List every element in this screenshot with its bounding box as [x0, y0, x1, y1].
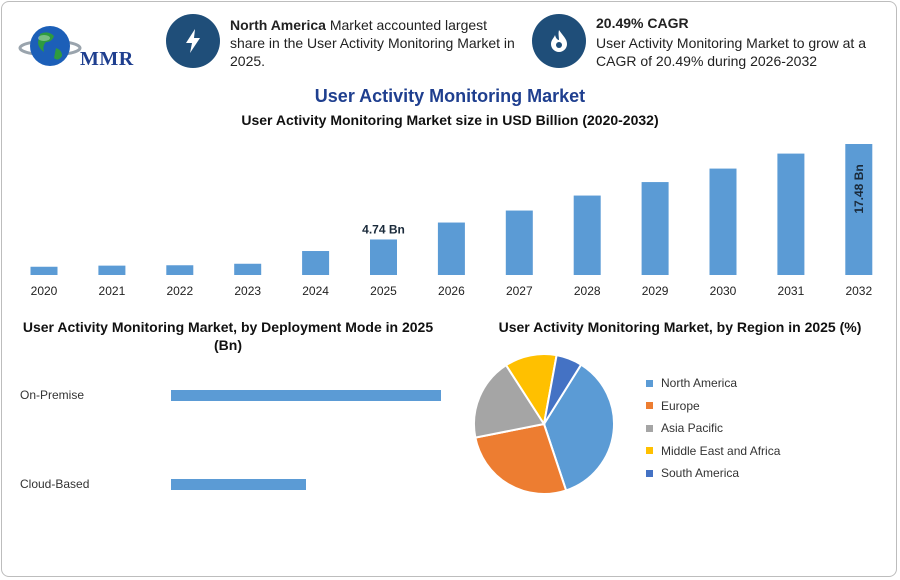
highlight-icon-cagr: [532, 14, 586, 68]
legend-swatch: [646, 424, 653, 432]
bar-2026: [437, 222, 465, 275]
bar-2029: [641, 182, 669, 275]
bar-2024: [302, 251, 330, 275]
x-tick-label: 2022: [166, 284, 193, 298]
chart-main-title: User Activity Monitoring Market: [314, 86, 586, 106]
legend-label: Europe: [661, 398, 700, 413]
x-tick-label: 2031: [778, 284, 805, 298]
legend-item: Middle East and Africa: [646, 440, 780, 463]
x-tick-label: 2032: [845, 284, 872, 298]
region-chart-title: User Activity Monitoring Market, by Regi…: [498, 319, 862, 335]
category-label: Cloud-Based: [20, 477, 90, 491]
x-tick-label: 2020: [31, 284, 58, 298]
logo-text: MMR: [80, 48, 134, 70]
pie-slice-asia-pacific: [473, 363, 546, 439]
market-size-bar-chart: 2020 2021 2022 2023 2024 2025 4.74 Bn 2026 2027 2…: [30, 144, 873, 298]
legend-label: South America: [661, 466, 740, 481]
x-tick-label: 2025: [370, 284, 397, 298]
bar-cloud-based: [171, 479, 306, 490]
bar-2031: [777, 153, 805, 275]
region-legend: North America Europe Asia Pacific Middle Ea…: [646, 372, 780, 485]
x-tick-label: 2028: [574, 284, 601, 298]
highlight-icon-north-america: [166, 14, 220, 68]
bar-2020: [30, 266, 58, 275]
legend-item: Europe: [646, 395, 780, 418]
legend-label: Asia Pacific: [661, 421, 724, 436]
bar-2032: [845, 144, 873, 275]
x-tick-label: 2023: [234, 284, 261, 298]
legend-swatch: [646, 379, 653, 387]
bar-2023: [234, 263, 262, 275]
deployment-bar-chart: On-Premise Cloud-Based: [0, 360, 460, 520]
pie-slice-south-america: [543, 353, 583, 425]
pie-slice-europe: [474, 422, 568, 495]
legend-item: North America: [646, 372, 780, 395]
bar-on-premise: [171, 390, 441, 401]
x-tick-label: 2024: [302, 284, 329, 298]
x-tick-label: 2030: [710, 284, 737, 298]
chart-subtitle: User Activity Monitoring Market size in …: [241, 112, 659, 128]
lightning-icon: [186, 29, 200, 53]
bar-2025: [370, 239, 397, 275]
region-pie-chart: [473, 353, 615, 495]
legend-label: North America: [661, 376, 738, 391]
legend-swatch: [646, 447, 653, 455]
highlight-body: Market accounted largest share in the Us…: [230, 17, 515, 69]
mmr-logo: MMR: [18, 18, 138, 76]
legend-swatch: [646, 402, 653, 410]
x-tick-label: 2021: [99, 284, 126, 298]
legend-item: Asia Pacific: [646, 417, 780, 440]
bar-2030: [709, 168, 737, 275]
bar-2027: [505, 210, 533, 275]
data-label: 4.74 Bn: [362, 222, 405, 236]
flame-icon: [551, 30, 567, 52]
x-tick-label: 2026: [438, 284, 465, 298]
bar-2028: [573, 195, 601, 275]
data-label: 17.48 Bn: [852, 164, 866, 213]
category-label: On-Premise: [20, 388, 85, 402]
legend-label: Middle East and Africa: [661, 443, 781, 458]
x-tick-label: 2027: [506, 284, 533, 298]
legend-swatch: [646, 469, 653, 477]
x-tick-label: 2029: [642, 284, 669, 298]
bar-2022: [166, 265, 194, 275]
bar-2021: [98, 265, 126, 275]
globe-icon: [18, 26, 82, 66]
legend-item: South America: [646, 462, 780, 485]
highlight-body: User Activity Monitoring Market to grow …: [596, 35, 866, 69]
highlight-bold: 20.49% CAGR: [596, 15, 689, 31]
highlight-bold: North America: [230, 17, 326, 33]
highlight-text-cagr: 20.49% CAGR User Activity Monitoring Mar…: [596, 14, 886, 70]
highlight-text-north-america: North America Market accounted largest s…: [230, 16, 525, 70]
deployment-chart-title: User Activity Monitoring Market, by Depl…: [22, 319, 434, 353]
